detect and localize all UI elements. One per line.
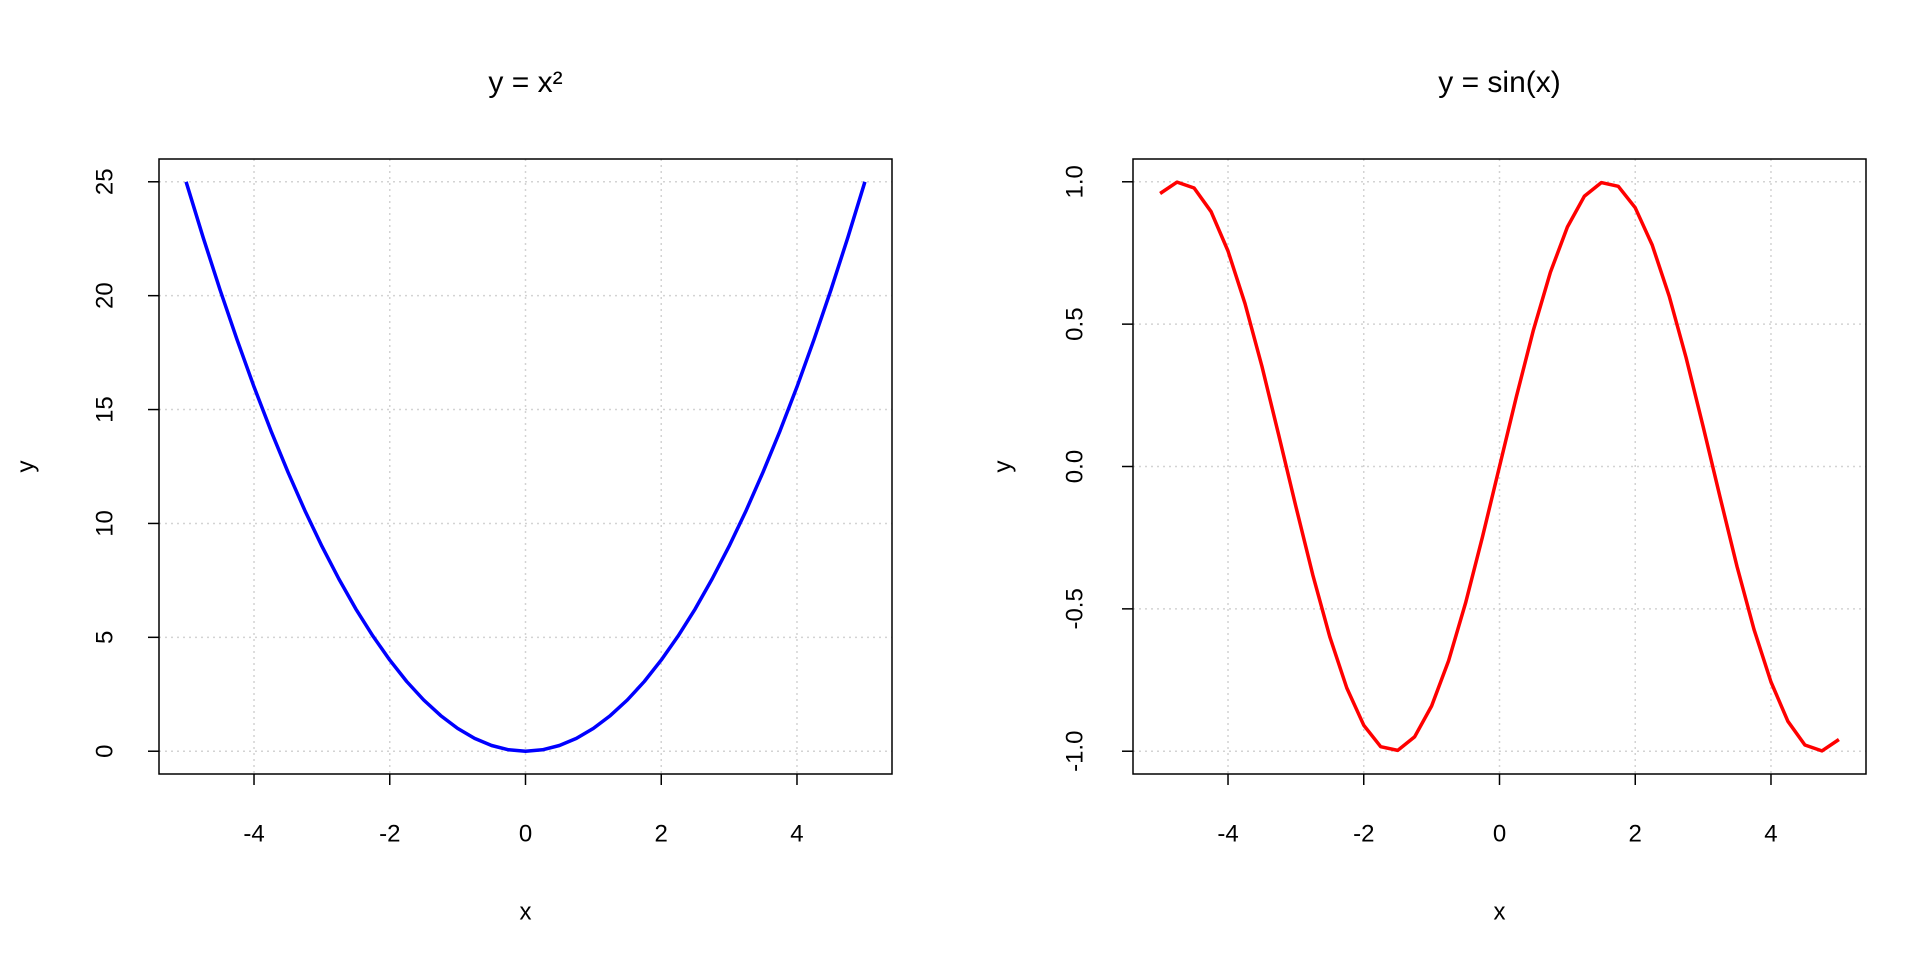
x-tick-label: 0 bbox=[1493, 820, 1506, 847]
plot-frame bbox=[158, 158, 893, 775]
plot-frame bbox=[1132, 158, 1867, 775]
chart-title: y = x² bbox=[488, 66, 562, 99]
x-tick-label: 4 bbox=[790, 820, 803, 847]
x-tick-label: -4 bbox=[243, 820, 264, 847]
y-tick-label: 15 bbox=[91, 396, 118, 423]
y-tick-label: 25 bbox=[91, 168, 118, 195]
y-tick-label: 0.0 bbox=[1061, 450, 1088, 483]
y-tick-label: 5 bbox=[91, 631, 118, 644]
y-tick-label: 10 bbox=[91, 510, 118, 537]
x-tick-label: 2 bbox=[1629, 820, 1642, 847]
y-tick-label: 0.5 bbox=[1061, 307, 1088, 340]
data-line bbox=[184, 181, 867, 753]
x-axis-label: x bbox=[520, 898, 532, 925]
y-tick-label: -0.5 bbox=[1061, 588, 1088, 629]
y-tick-label: -1.0 bbox=[1061, 731, 1088, 772]
chart-title: y = sin(x) bbox=[1438, 66, 1561, 99]
y-axis-label: y bbox=[989, 461, 1016, 473]
y-tick-label: 20 bbox=[91, 282, 118, 309]
x-tick-label: 2 bbox=[655, 820, 668, 847]
x-tick-label: 0 bbox=[519, 820, 532, 847]
x-axis-label: x bbox=[1494, 898, 1506, 925]
x-tick-label: -2 bbox=[1353, 820, 1374, 847]
y-tick-label: 0 bbox=[91, 745, 118, 758]
data-line bbox=[1159, 180, 1840, 753]
y-tick-label: 1.0 bbox=[1061, 165, 1088, 198]
x-tick-label: 4 bbox=[1764, 820, 1777, 847]
y-axis-label: y bbox=[12, 461, 39, 473]
x-tick-label: -4 bbox=[1217, 820, 1238, 847]
x-tick-label: -2 bbox=[379, 820, 400, 847]
